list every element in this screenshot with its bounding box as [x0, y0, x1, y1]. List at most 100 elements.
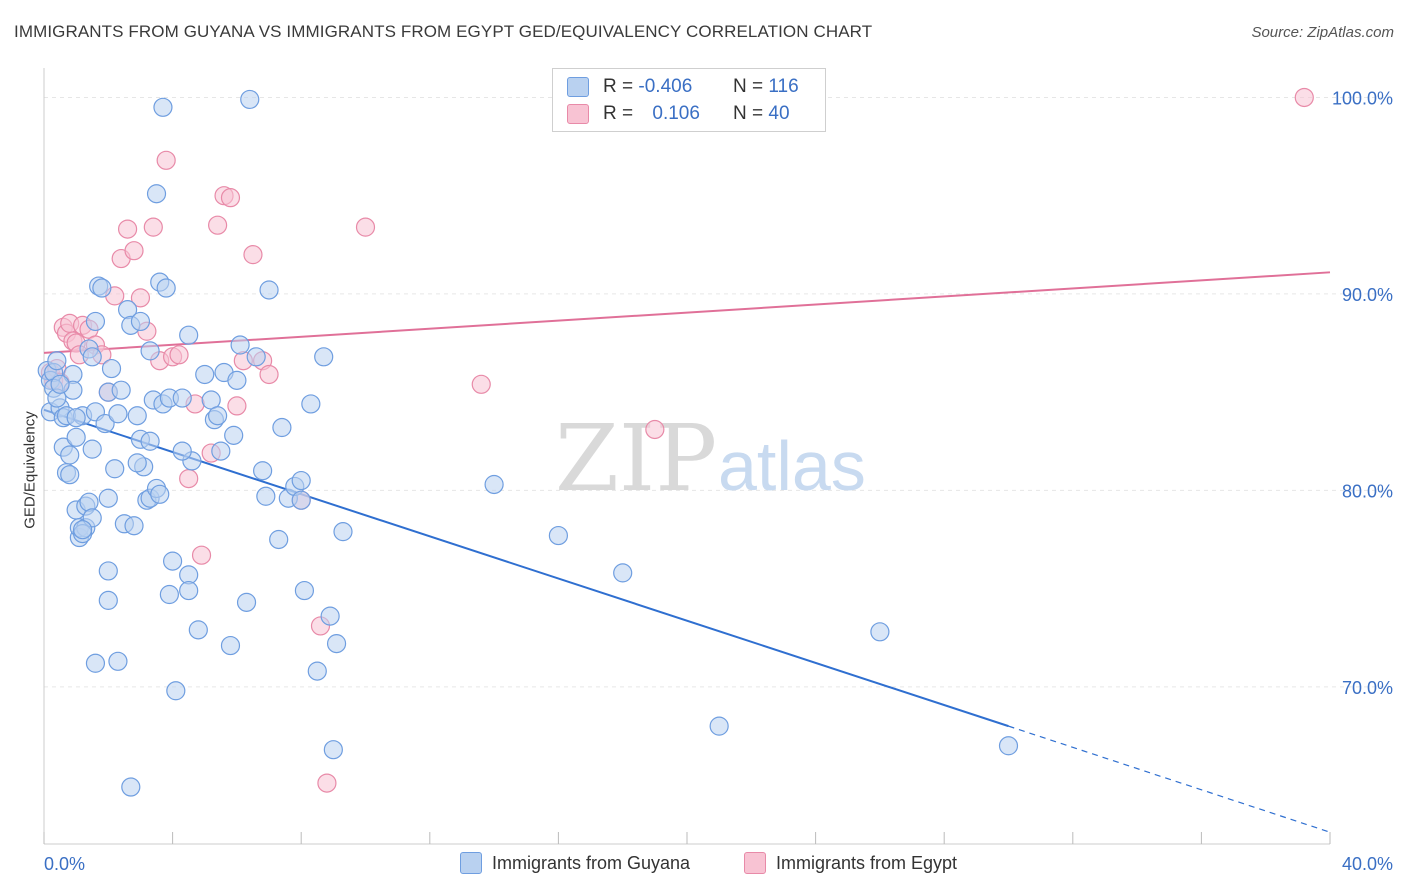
- point-guyana: [159, 584, 179, 605]
- trend-line-egypt: [43, 271, 1331, 354]
- legend-n-label: N =: [733, 103, 764, 124]
- point-egypt: [156, 150, 176, 170]
- point-guyana: [291, 470, 311, 491]
- point-egypt: [179, 468, 199, 489]
- point-guyana: [156, 278, 176, 298]
- point-guyana: [146, 184, 167, 204]
- point-guyana: [85, 311, 106, 332]
- bottom-legend-guyana: Immigrants from Guyana: [460, 852, 690, 874]
- point-guyana: [224, 425, 244, 445]
- bottom-legend-swatch-guyana: [460, 852, 482, 874]
- x-tick-label: 40.0%: [1342, 854, 1393, 874]
- point-guyana: [240, 89, 260, 110]
- point-guyana: [130, 311, 151, 332]
- point-guyana: [60, 445, 80, 465]
- point-guyana: [140, 431, 160, 451]
- point-guyana: [121, 777, 141, 797]
- y-tick-label: 70.0%: [1342, 678, 1393, 698]
- point-guyana: [127, 406, 147, 426]
- point-egypt: [243, 245, 263, 265]
- point-guyana: [294, 580, 315, 601]
- bottom-legend-swatch-egypt: [744, 852, 766, 874]
- point-guyana: [220, 635, 241, 656]
- point-egypt: [220, 188, 241, 208]
- x-tick-label: 0.0%: [44, 854, 85, 874]
- point-guyana: [66, 408, 86, 428]
- point-guyana: [66, 427, 86, 447]
- legend-swatch-egypt: [567, 104, 589, 124]
- point-egypt: [259, 364, 279, 385]
- point-guyana: [111, 380, 131, 400]
- point-guyana: [150, 484, 170, 504]
- point-guyana: [124, 516, 144, 536]
- y-tick-label: 100.0%: [1332, 88, 1393, 108]
- point-guyana: [259, 280, 279, 300]
- point-guyana: [85, 653, 106, 673]
- point-guyana: [236, 592, 257, 612]
- point-egypt: [130, 288, 151, 308]
- point-guyana: [272, 417, 292, 438]
- point-egypt: [191, 545, 212, 565]
- legend-row-guyana: R = -0.406 N = 116: [567, 75, 799, 99]
- trend-line-guyana-extension: [1008, 725, 1331, 833]
- point-guyana: [208, 406, 228, 426]
- point-guyana: [246, 347, 266, 367]
- point-egypt: [645, 419, 665, 440]
- legend-n-value: 116: [768, 76, 799, 97]
- point-guyana: [188, 620, 208, 640]
- point-guyana: [269, 529, 289, 550]
- point-guyana: [82, 439, 102, 459]
- point-guyana: [307, 661, 327, 681]
- point-guyana: [172, 388, 192, 408]
- legend-n-label: N =: [733, 76, 764, 97]
- point-guyana: [79, 492, 99, 512]
- bottom-legend-egypt: Immigrants from Egypt: [744, 852, 957, 874]
- point-guyana: [153, 97, 173, 117]
- point-guyana: [253, 461, 273, 481]
- bottom-legend-label-egypt: Immigrants from Egypt: [776, 852, 958, 873]
- point-guyana: [484, 474, 504, 495]
- point-guyana: [211, 441, 231, 461]
- point-guyana: [256, 486, 276, 506]
- point-guyana: [323, 740, 343, 760]
- point-guyana: [230, 335, 250, 355]
- point-guyana: [98, 590, 118, 610]
- y-tick-label: 80.0%: [1342, 481, 1393, 501]
- points-guyana: [37, 89, 1019, 797]
- point-guyana: [72, 520, 93, 540]
- point-egypt: [317, 773, 337, 793]
- point-guyana: [172, 441, 192, 461]
- legend-swatch-guyana: [567, 77, 589, 97]
- point-guyana: [82, 347, 102, 367]
- point-egypt: [117, 219, 138, 239]
- point-guyana: [314, 347, 334, 367]
- point-egypt: [124, 241, 144, 261]
- point-guyana: [179, 580, 199, 601]
- point-guyana: [50, 374, 70, 394]
- point-egypt: [227, 396, 247, 416]
- point-guyana: [179, 325, 199, 345]
- point-guyana: [998, 736, 1019, 756]
- stats-legend: R = -0.406 N = 116 R = 0.106 N = 40: [552, 68, 826, 132]
- tick-labels: 70.0% 80.0% 90.0% 100.0% 0.0% 40.0%: [44, 88, 1393, 874]
- trend-line-guyana: [43, 408, 1009, 728]
- trend-lines: [43, 271, 1331, 833]
- legend-r-value: -0.406: [638, 76, 693, 97]
- point-guyana: [548, 525, 569, 546]
- point-guyana: [333, 522, 353, 542]
- point-guyana: [98, 488, 118, 508]
- y-axis-label: GED/Equivalency: [21, 411, 39, 529]
- bottom-legend-label-guyana: Immigrants from Guyana: [492, 852, 691, 873]
- point-guyana: [166, 681, 186, 701]
- point-guyana: [105, 459, 125, 479]
- legend-row-egypt: R = 0.106 N = 40: [567, 102, 790, 126]
- point-guyana: [47, 351, 67, 371]
- point-guyana: [870, 622, 890, 642]
- point-egypt: [143, 217, 163, 237]
- point-guyana: [101, 358, 122, 379]
- point-guyana: [163, 551, 183, 571]
- watermark-atlas: atlas: [718, 427, 866, 505]
- point-guyana: [301, 394, 321, 414]
- source-label: Source: ZipAtlas.com: [1251, 24, 1394, 41]
